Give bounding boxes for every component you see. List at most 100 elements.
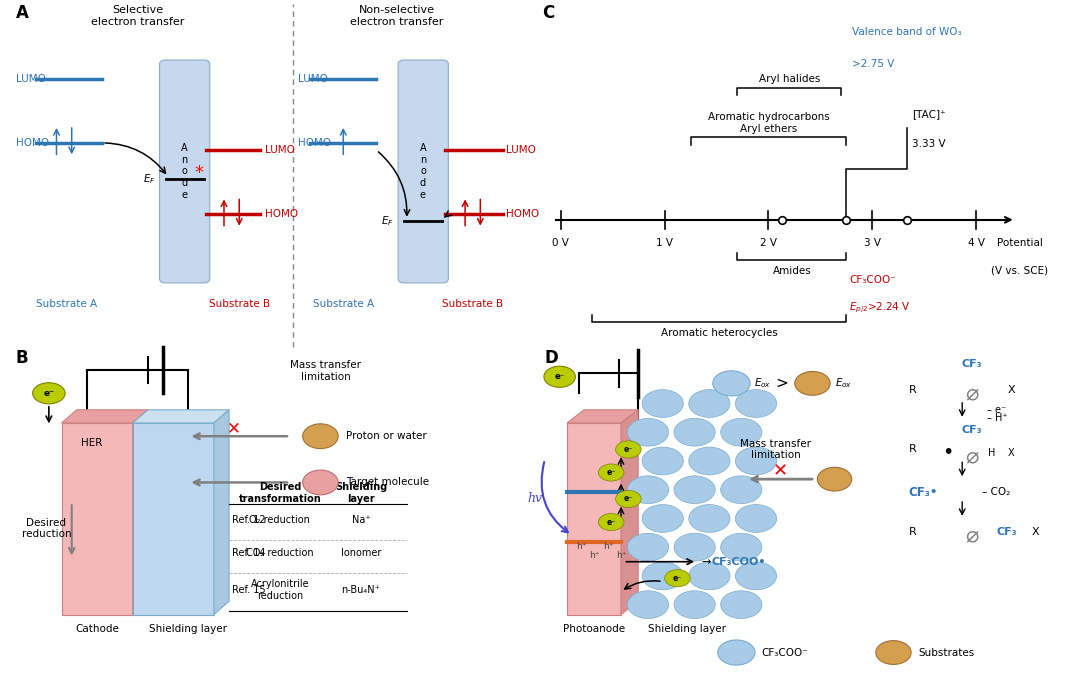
Circle shape	[720, 591, 761, 619]
Text: $E_F$: $E_F$	[143, 172, 156, 185]
Text: $*$: $*$	[194, 162, 205, 181]
Text: LUMO: LUMO	[505, 145, 536, 155]
Circle shape	[713, 371, 751, 396]
Text: R: R	[909, 444, 917, 454]
Text: n-Bu₄N⁺: n-Bu₄N⁺	[341, 585, 380, 594]
Text: Proton or water: Proton or water	[346, 431, 427, 441]
Text: •: •	[942, 443, 954, 462]
Text: $E_{ox}$: $E_{ox}$	[754, 377, 771, 390]
Text: Aromatic heterocycles: Aromatic heterocycles	[661, 328, 778, 338]
Text: ✕: ✕	[227, 419, 241, 437]
Text: e⁻: e⁻	[554, 372, 565, 381]
Text: HOMO: HOMO	[298, 138, 330, 148]
Polygon shape	[62, 410, 148, 423]
Text: CF₃•: CF₃•	[908, 486, 937, 499]
Circle shape	[689, 505, 730, 532]
Text: CF₃: CF₃	[962, 359, 982, 369]
Text: – H⁺: – H⁺	[987, 413, 1008, 423]
Text: R: R	[909, 527, 917, 537]
Text: hv: hv	[527, 493, 542, 506]
Text: Photoanode: Photoanode	[563, 624, 625, 634]
FancyBboxPatch shape	[160, 60, 210, 283]
Text: LUMO: LUMO	[16, 73, 45, 84]
Ellipse shape	[795, 371, 831, 395]
Circle shape	[674, 591, 715, 619]
Text: →: →	[702, 557, 715, 567]
Circle shape	[598, 464, 624, 481]
Text: h⁺: h⁺	[577, 543, 586, 551]
Text: >: >	[775, 376, 788, 391]
Circle shape	[735, 390, 777, 417]
Circle shape	[643, 390, 684, 417]
Text: e⁻: e⁻	[607, 518, 616, 526]
Text: A: A	[16, 3, 29, 22]
Text: Ref. 14: Ref. 14	[231, 549, 265, 559]
Text: 3 V: 3 V	[864, 238, 881, 248]
Text: h⁺: h⁺	[589, 551, 599, 559]
Text: ⌀: ⌀	[966, 446, 978, 466]
Text: $E_{ox}$: $E_{ox}$	[835, 377, 852, 390]
Circle shape	[689, 562, 730, 590]
Text: H: H	[988, 448, 996, 458]
Polygon shape	[567, 410, 638, 423]
Text: e⁻: e⁻	[673, 574, 683, 583]
Circle shape	[616, 441, 642, 458]
Circle shape	[720, 476, 761, 503]
Text: – CO₂: – CO₂	[982, 487, 1010, 497]
Text: e⁻: e⁻	[43, 389, 54, 398]
Text: Acrylonitrile
reduction: Acrylonitrile reduction	[251, 579, 309, 601]
Text: Mass transfer
limitation: Mass transfer limitation	[740, 439, 811, 460]
Text: A
n
o
d
e: A n o d e	[181, 144, 188, 200]
Text: e⁻: e⁻	[624, 495, 633, 503]
FancyBboxPatch shape	[62, 423, 133, 615]
Text: $E_F$: $E_F$	[381, 214, 394, 228]
Text: HOMO: HOMO	[265, 210, 298, 219]
Text: CF₃: CF₃	[962, 425, 982, 435]
Circle shape	[689, 447, 730, 475]
Ellipse shape	[876, 641, 912, 665]
Text: X: X	[1032, 527, 1040, 537]
Text: 4 V: 4 V	[968, 238, 985, 248]
Text: h⁺: h⁺	[604, 543, 613, 551]
Text: Target molecule: Target molecule	[346, 477, 429, 487]
Circle shape	[32, 383, 65, 404]
Ellipse shape	[302, 470, 338, 495]
Text: Shielding layer: Shielding layer	[149, 624, 228, 634]
Text: 0 V: 0 V	[552, 238, 569, 248]
Text: [TAC]⁺: [TAC]⁺	[912, 109, 945, 119]
Circle shape	[544, 366, 576, 388]
Circle shape	[720, 419, 761, 446]
Text: 3.33 V: 3.33 V	[912, 140, 945, 149]
FancyBboxPatch shape	[133, 423, 214, 615]
Circle shape	[627, 419, 669, 446]
Polygon shape	[133, 410, 229, 423]
Text: X: X	[1008, 448, 1014, 458]
Text: (V vs. SCE): (V vs. SCE)	[991, 266, 1049, 276]
Text: C: C	[542, 3, 554, 22]
Text: Aromatic hydrocarbons
Aryl ethers: Aromatic hydrocarbons Aryl ethers	[707, 112, 829, 133]
Circle shape	[718, 640, 755, 665]
Text: X: X	[1008, 385, 1015, 395]
Text: LUMO: LUMO	[298, 73, 327, 84]
Text: A
n
o
d
e: A n o d e	[420, 144, 427, 200]
Circle shape	[643, 447, 684, 475]
Circle shape	[735, 505, 777, 532]
Circle shape	[689, 390, 730, 417]
Text: ⌀: ⌀	[966, 525, 978, 545]
Text: B: B	[16, 348, 28, 367]
Text: Mass transfer
limitation: Mass transfer limitation	[291, 360, 361, 382]
Text: Substrate A: Substrate A	[36, 299, 97, 309]
Text: CO₂ reduction: CO₂ reduction	[246, 549, 313, 559]
Text: O₂ reduction: O₂ reduction	[249, 516, 310, 526]
Text: Desired
transformation: Desired transformation	[239, 483, 321, 504]
Text: $E_{p/2}$>2.24 V: $E_{p/2}$>2.24 V	[850, 301, 912, 315]
Text: HER: HER	[81, 438, 103, 448]
Circle shape	[735, 447, 777, 475]
Circle shape	[616, 491, 642, 508]
Text: CF₃COO⁻: CF₃COO⁻	[850, 275, 896, 285]
Text: 2 V: 2 V	[760, 238, 777, 248]
Text: 1 V: 1 V	[657, 238, 673, 248]
Text: Ionomer: Ionomer	[341, 549, 381, 559]
Text: CF₃: CF₃	[996, 527, 1016, 537]
Text: Selective
electron transfer: Selective electron transfer	[91, 5, 185, 27]
